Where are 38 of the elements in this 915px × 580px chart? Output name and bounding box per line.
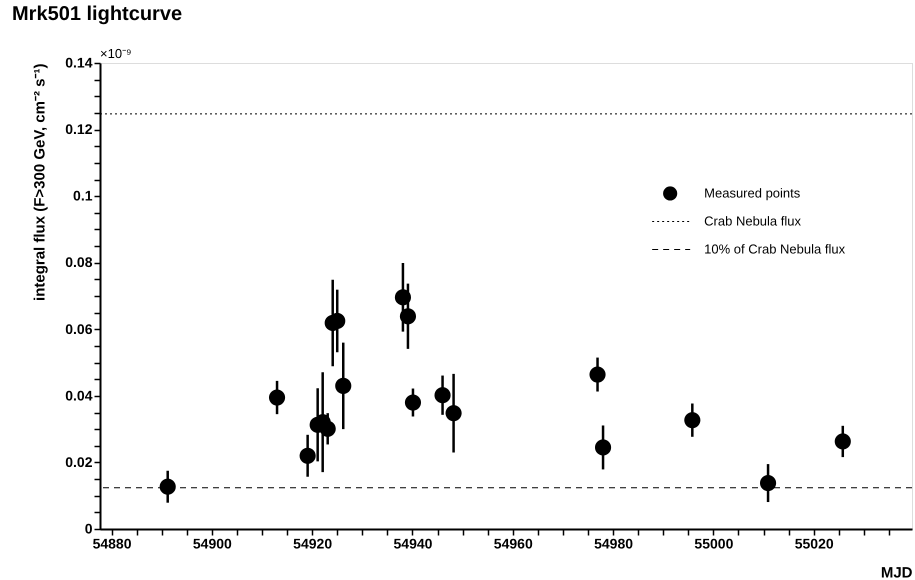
y-tick-label: 0.1 [73,188,93,204]
point [446,405,462,422]
point [300,448,316,464]
y-tick-label: 0.06 [65,320,93,337]
y-tick-label: 0.08 [65,254,93,270]
point [404,394,422,411]
point [594,439,612,456]
y-tick-label: 0.02 [65,454,93,470]
y-tick-label: 0.14 [65,54,93,70]
x-tick-label: 55000 [694,536,734,552]
text: ×10⁻⁹ [100,46,132,61]
x-tick-label: 54960 [494,536,533,552]
y-tick-label: 0.04 [65,387,93,404]
y-axis-title: integral flux (F>300 GeV, cm⁻² s⁻¹) [31,64,48,301]
point [760,475,776,492]
legend-label: 10% of Crab Nebula flux [704,241,846,256]
point [268,389,286,406]
point [400,308,416,324]
y-tick-label: 0 [84,520,93,536]
x-tick-label: 54900 [192,536,232,552]
x-tick-label: 54880 [92,536,132,552]
point [434,387,451,404]
x-tick-label: 54980 [594,536,634,552]
point [589,366,606,383]
x-tick-label: 54920 [293,536,332,552]
point [335,378,352,394]
y-tick-label: 0.12 [65,121,93,138]
legend-label: Measured points [704,185,801,200]
x-tick-label: 55020 [794,536,834,552]
x-tick-label: 54940 [393,536,433,552]
point [834,433,851,450]
point [320,420,336,437]
point [684,412,700,428]
legend-label: Crab Nebula flux [704,213,802,228]
point [394,289,411,306]
point [160,478,176,495]
x-axis-title: MJD [880,564,913,580]
chart-title: Mrk501 lightcurve [12,3,182,25]
